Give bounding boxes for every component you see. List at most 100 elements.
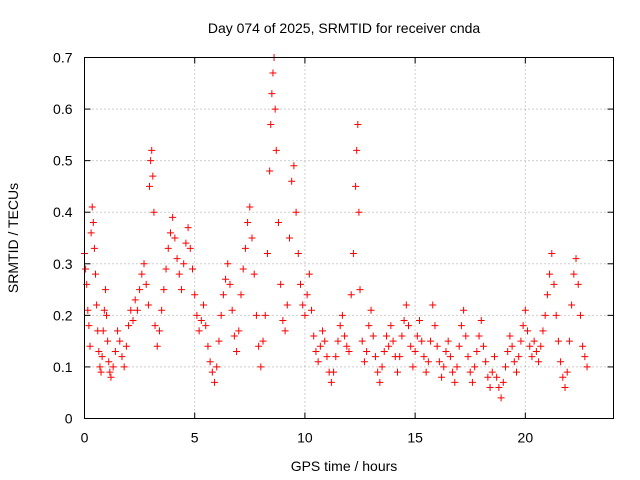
data-point [316,342,324,350]
data-point [235,327,243,335]
data-point [169,213,177,221]
data-point [133,306,141,314]
data-point [488,368,496,376]
data-point [175,270,183,278]
x-tick-label: 10 [297,430,313,446]
data-point [186,244,194,252]
data-point [103,311,111,319]
data-point [457,322,465,330]
data-point [449,368,457,376]
data-point [541,311,549,319]
data-point [420,353,428,361]
data-point [267,121,275,129]
data-point [148,146,156,154]
data-point [82,265,90,273]
y-tick-label: 0.1 [53,359,73,375]
data-point [365,322,373,330]
data-point [405,322,413,330]
data-point [407,342,415,350]
data-point [246,203,254,211]
data-point [468,378,476,386]
data-point [387,322,395,330]
data-point [583,363,591,371]
data-point [440,363,448,371]
data-point [202,322,210,330]
data-point [303,291,311,299]
y-tick-label: 0 [65,411,73,427]
data-point [376,378,384,386]
y-tick-label: 0.2 [53,307,73,323]
data-point [99,327,107,335]
data-point [277,280,285,288]
data-point [244,219,252,227]
data-point [446,353,454,361]
data-point [111,347,119,355]
data-point [530,337,538,345]
data-point [136,286,144,294]
data-point [581,353,589,361]
data-point [120,363,128,371]
data-point [308,306,316,314]
data-point [451,378,459,386]
data-point [477,317,485,325]
data-point [429,301,437,309]
data-point [374,368,382,376]
data-point [250,270,258,278]
data-point [418,337,426,345]
data-point [499,378,507,386]
data-point [576,311,584,319]
plot-frame [84,57,614,419]
data-point [106,368,114,376]
y-tick-label: 0.7 [53,50,73,66]
data-point [213,363,221,371]
data-point [400,317,408,325]
data-point [85,322,93,330]
data-point [237,291,245,299]
data-point [519,322,527,330]
data-point [140,260,148,268]
data-point [466,368,474,376]
data-point [464,353,472,361]
data-point [266,167,274,175]
y-tick-label: 0.4 [53,204,73,220]
y-tick-label: 0.3 [53,256,73,272]
data-point [95,347,103,355]
data-point [155,327,163,335]
data-point [87,229,95,237]
data-point [460,306,468,314]
data-point [497,394,505,402]
data-point [495,384,503,392]
data-point [100,306,108,314]
data-point [568,301,576,309]
data-point [142,280,150,288]
data-point [336,322,344,330]
data-point [550,280,558,288]
data-point [200,301,208,309]
data-point [206,358,214,366]
data-point [101,286,109,294]
data-point [166,229,174,237]
data-point [521,306,529,314]
data-point [501,363,509,371]
data-point [413,332,421,340]
data-point [338,311,346,319]
data-point [268,90,276,98]
data-point [153,342,161,350]
data-point [515,353,523,361]
data-point [182,239,190,247]
data-point [535,358,543,366]
data-point [398,332,406,340]
data-point [422,368,430,376]
data-point [427,337,435,345]
data-point [455,342,463,350]
axis-ticks: 0 0.1 0.2 0.3 0.4 0.5 0.6 0.7 0 5 10 15 20 [53,50,614,446]
data-point [369,332,377,340]
data-point [327,378,335,386]
data-point [360,358,368,366]
data-point [127,306,135,314]
data-point [402,301,410,309]
data-point [180,260,188,268]
x-tick-label: 20 [518,430,534,446]
data-point [431,322,439,330]
grid-layer [84,57,614,419]
